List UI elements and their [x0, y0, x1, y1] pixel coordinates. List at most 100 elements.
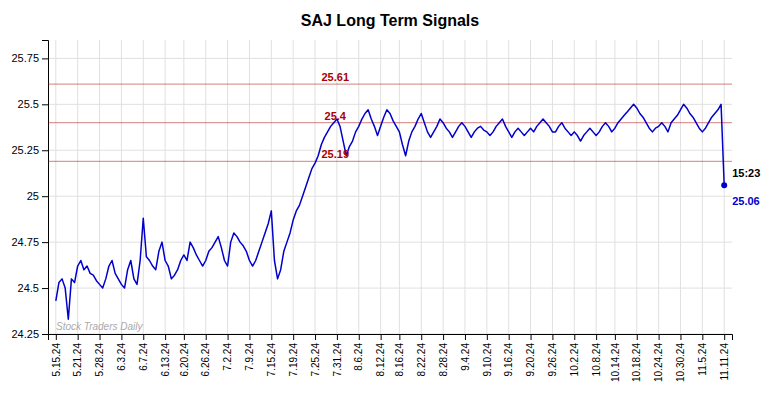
- x-tick-label: 8.22.24: [416, 343, 427, 377]
- y-tick-mark: [42, 242, 48, 243]
- x-tick-mark: [184, 334, 185, 340]
- y-tick-mark: [42, 288, 48, 289]
- x-tick-label: 10.14.24: [610, 343, 621, 382]
- x-tick-label: 6.13.24: [160, 343, 171, 377]
- x-tick: 11.11.24: [719, 334, 730, 380]
- x-tick-mark: [100, 334, 101, 340]
- x-tick: 9.20.24: [525, 334, 536, 376]
- x-tick-mark: [315, 334, 316, 340]
- x-tick-label: 10.8.24: [591, 343, 602, 377]
- x-tick-label: 8.16.24: [394, 343, 405, 377]
- y-grid-line: [48, 58, 732, 59]
- x-tick-label: 7.25.24: [310, 343, 321, 377]
- x-tick-mark: [702, 334, 703, 340]
- reference-line: [48, 122, 732, 123]
- y-tick-label: 24.25: [11, 328, 39, 340]
- x-tick-mark: [337, 334, 338, 340]
- x-tick-label: 8.12.24: [375, 343, 386, 377]
- x-tick-label: 6.26.24: [200, 343, 211, 377]
- x-tick: 7.2.24: [222, 334, 233, 371]
- y-tick-label: 25: [27, 190, 39, 202]
- x-tick-mark: [443, 334, 444, 340]
- plot: 24.2524.524.752525.2525.525.755.15.245.2…: [11, 40, 760, 382]
- x-tick: 9.10.24: [482, 334, 493, 376]
- x-tick-label: 7.15.24: [266, 343, 277, 377]
- x-tick: 6.13.24: [160, 334, 171, 376]
- x-tick: 10.18.24: [631, 334, 642, 382]
- x-tick-mark: [659, 334, 660, 340]
- x-tick: 8.16.24: [394, 334, 405, 376]
- x-tick-label: 8.6.24: [353, 343, 364, 371]
- grid: [48, 40, 732, 334]
- y-tick: 24.5: [18, 282, 48, 294]
- x-tick-label: 5.15.24: [51, 343, 62, 377]
- x-tick-mark: [637, 334, 638, 340]
- x-tick: 9.26.24: [547, 334, 558, 376]
- watermark: Stock Traders Daily: [56, 321, 144, 332]
- x-axis: 5.15.24 5.21.24 5.28.24 6.3.24 6.7.24 6.13.24…: [49, 334, 733, 382]
- x-tick: 7.19.24: [288, 334, 299, 376]
- x-tick-label: 11.5.24: [697, 343, 708, 376]
- x-tick-label: 10.18.24: [631, 343, 642, 382]
- x-tick-mark: [680, 334, 681, 340]
- x-tick: 6.3.24: [116, 334, 127, 371]
- chart: 24.2524.524.752525.2525.525.755.15.245.2…: [0, 0, 784, 398]
- x-tick-mark: [381, 334, 382, 340]
- annotation: 25.06: [732, 195, 760, 207]
- x-tick: 8.22.24: [416, 334, 427, 376]
- y-grid-line: [48, 288, 732, 289]
- x-tick-label: 9.10.24: [482, 343, 493, 377]
- x-tick: 6.20.24: [179, 334, 190, 376]
- x-tick-label: 7.2.24: [222, 343, 233, 371]
- x-tick: 6.7.24: [138, 334, 149, 371]
- x-axis-line: [49, 335, 733, 341]
- x-tick-mark: [143, 334, 144, 340]
- y-tick-label: 25.25: [11, 144, 39, 156]
- y-tick-label: 24.5: [18, 282, 39, 294]
- y-tick-mark: [42, 334, 48, 335]
- x-tick-mark: [271, 334, 272, 340]
- x-tick-label: 7.19.24: [288, 343, 299, 377]
- x-tick: 10.24.24: [653, 334, 664, 382]
- y-tick-mark: [42, 58, 48, 59]
- y-tick-mark: [42, 150, 48, 151]
- x-tick-label: 5.21.24: [72, 343, 83, 377]
- x-tick-mark: [165, 334, 166, 340]
- x-tick: 8.6.24: [353, 334, 364, 371]
- y-tick: 25: [27, 190, 48, 202]
- x-tick-mark: [596, 334, 597, 340]
- x-tick-mark: [574, 334, 575, 340]
- data-layer: [48, 84, 732, 319]
- x-tick-mark: [421, 334, 422, 340]
- x-tick-label: 6.7.24: [138, 343, 149, 371]
- x-tick: 5.28.24: [94, 334, 105, 376]
- x-tick-mark: [56, 334, 57, 340]
- x-tick-label: 10.2.24: [569, 343, 580, 377]
- x-tick-label: 9.26.24: [547, 343, 558, 377]
- y-tick: 25.5: [18, 98, 48, 110]
- x-tick-mark: [487, 334, 488, 340]
- x-tick-label: 9.20.24: [525, 343, 536, 377]
- x-tick: 7.9.24: [244, 334, 255, 371]
- x-tick-mark: [552, 334, 553, 340]
- x-tick-mark: [531, 334, 532, 340]
- x-tick-mark: [121, 334, 122, 340]
- x-tick-mark: [615, 334, 616, 340]
- y-tick-label: 25.5: [18, 98, 39, 110]
- reference-line-label: 25.19: [322, 148, 350, 160]
- x-tick: 9.16.24: [503, 334, 514, 376]
- y-axis-line: [42, 41, 49, 335]
- x-tick-label: 6.20.24: [179, 343, 190, 377]
- reference-line-label: 25.4: [325, 110, 347, 122]
- x-tick: 8.12.24: [375, 334, 386, 376]
- x-tick-label: 7.31.24: [332, 343, 343, 377]
- x-tick-mark: [249, 334, 250, 340]
- x-tick-mark: [206, 334, 207, 340]
- x-tick: 10.8.24: [591, 334, 602, 376]
- x-tick: 9.4.24: [460, 334, 471, 371]
- x-tick-mark: [465, 334, 466, 340]
- title: SAJ Long Term Signals: [301, 12, 480, 29]
- annotation: 15:23: [732, 167, 760, 179]
- x-tick-label: 7.9.24: [244, 343, 255, 371]
- x-tick-mark: [359, 334, 360, 340]
